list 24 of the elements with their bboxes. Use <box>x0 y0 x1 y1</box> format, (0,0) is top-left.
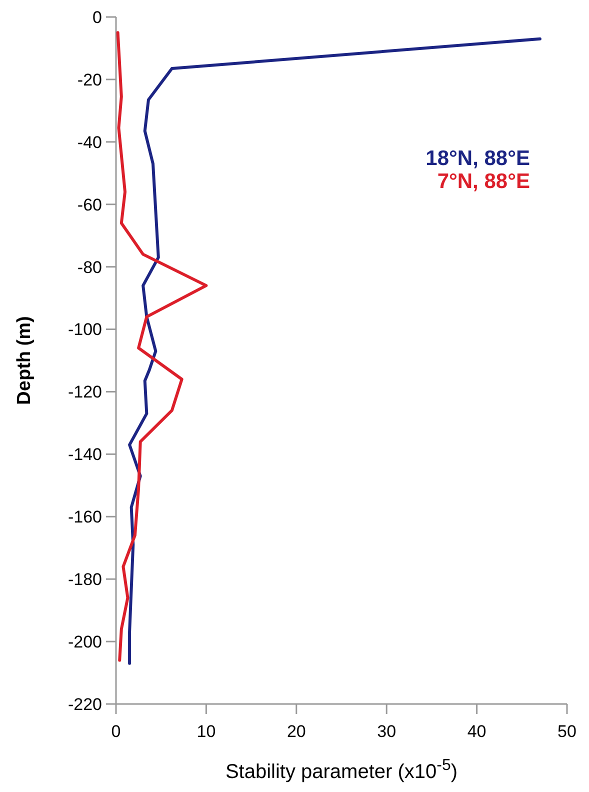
y-tick-label: -40 <box>77 132 102 152</box>
x-tick-label: 20 <box>286 722 306 741</box>
y-tick-label: -20 <box>77 70 102 90</box>
y-tick-label: -200 <box>68 632 102 652</box>
y-tick-label: -140 <box>68 445 102 464</box>
y-tick-label: -180 <box>68 570 102 590</box>
line-series <box>128 37 542 665</box>
y-tick-label: -160 <box>68 508 102 527</box>
x-axis-title: Stability parameter (x10$^{-5}$) <box>225 756 458 783</box>
x-tick-label: 30 <box>377 722 396 741</box>
x-tick-label: 0 <box>111 722 121 741</box>
x-tick-label: 40 <box>467 722 486 741</box>
y-tick-label: -60 <box>77 195 102 214</box>
line-series <box>116 31 208 662</box>
y-tick-label: 0 <box>92 8 102 27</box>
text: 18°N, 88°E <box>426 147 530 170</box>
x-tick-label: 10 <box>196 722 216 741</box>
y-tick-label: -120 <box>68 382 102 402</box>
y-tick-label: -220 <box>68 694 102 714</box>
y-axis-title: Depth (m) <box>14 316 35 405</box>
y-tick-label: -80 <box>77 258 102 277</box>
text: 7°N, 88°E <box>437 170 530 193</box>
x-tick-label: 50 <box>558 722 576 741</box>
y-tick-label: -100 <box>68 320 102 340</box>
